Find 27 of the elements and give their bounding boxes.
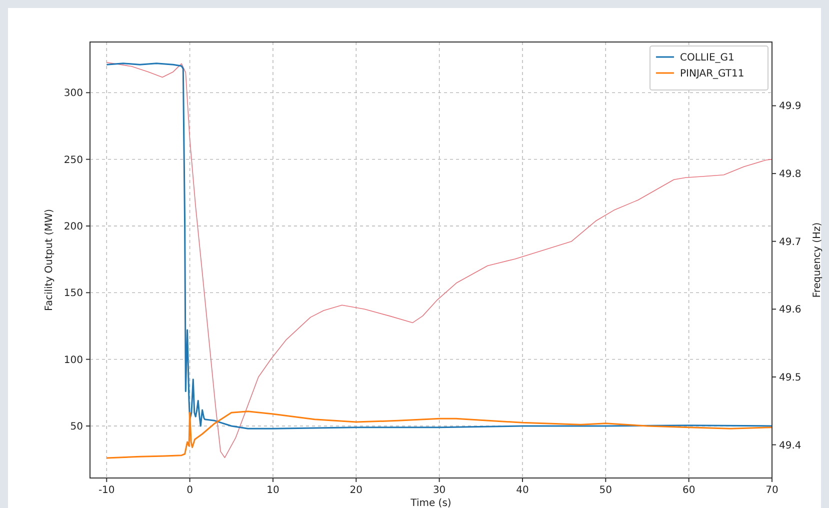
x-tick-label: 30 <box>432 485 446 496</box>
x-axis-title: Time (s) <box>410 498 452 508</box>
y-tick-label: 300 <box>64 88 83 100</box>
x-tick-label: 70 <box>766 485 778 496</box>
x-tick-label: 50 <box>599 485 612 496</box>
x-tick-label: 60 <box>682 485 696 496</box>
y2-tick-label: 49.6 <box>779 304 802 316</box>
y2-tick-label: 49.8 <box>779 169 802 180</box>
y-tick-label: 150 <box>64 288 83 300</box>
x-tick-label: 0 <box>186 485 193 496</box>
line-series <box>106 410 773 459</box>
y2-axis-title: Frequency (Hz) <box>812 222 823 298</box>
y-tick-label: 50 <box>70 422 83 432</box>
y-axis-title: Facility Output (MW) <box>44 208 55 312</box>
y2-tick-label: 49.5 <box>779 372 802 384</box>
legend-label: COLLIE_G1 <box>680 52 734 64</box>
y2-tick-label: 49.4 <box>779 440 802 452</box>
y-tick-label: 250 <box>64 154 83 166</box>
x-tick-label: -10 <box>98 485 115 496</box>
y2-tick-label: 49.9 <box>779 101 802 112</box>
y2-tick-label: 49.7 <box>779 236 802 248</box>
x-tick-label: 20 <box>350 485 363 496</box>
legend-label: PINJAR_GT11 <box>680 68 744 80</box>
y-tick-label: 200 <box>64 222 83 232</box>
x-tick-label: 40 <box>516 485 529 496</box>
y-tick-label: 100 <box>64 354 83 366</box>
x-tick-label: 10 <box>266 485 280 496</box>
